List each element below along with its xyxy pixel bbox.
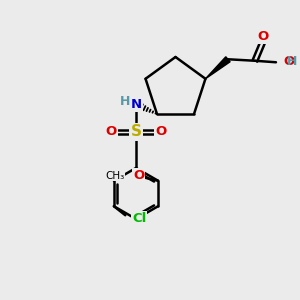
Text: Cl: Cl <box>132 212 146 225</box>
Text: O: O <box>284 55 295 68</box>
Text: O: O <box>257 30 269 43</box>
Text: H: H <box>287 55 298 68</box>
Text: O: O <box>155 125 167 139</box>
Text: CH₃: CH₃ <box>105 171 124 181</box>
Text: H: H <box>120 95 130 109</box>
Text: O: O <box>106 125 117 139</box>
Text: O: O <box>133 169 144 182</box>
Text: N: N <box>130 98 142 111</box>
Text: S: S <box>130 124 142 140</box>
Polygon shape <box>206 57 230 79</box>
